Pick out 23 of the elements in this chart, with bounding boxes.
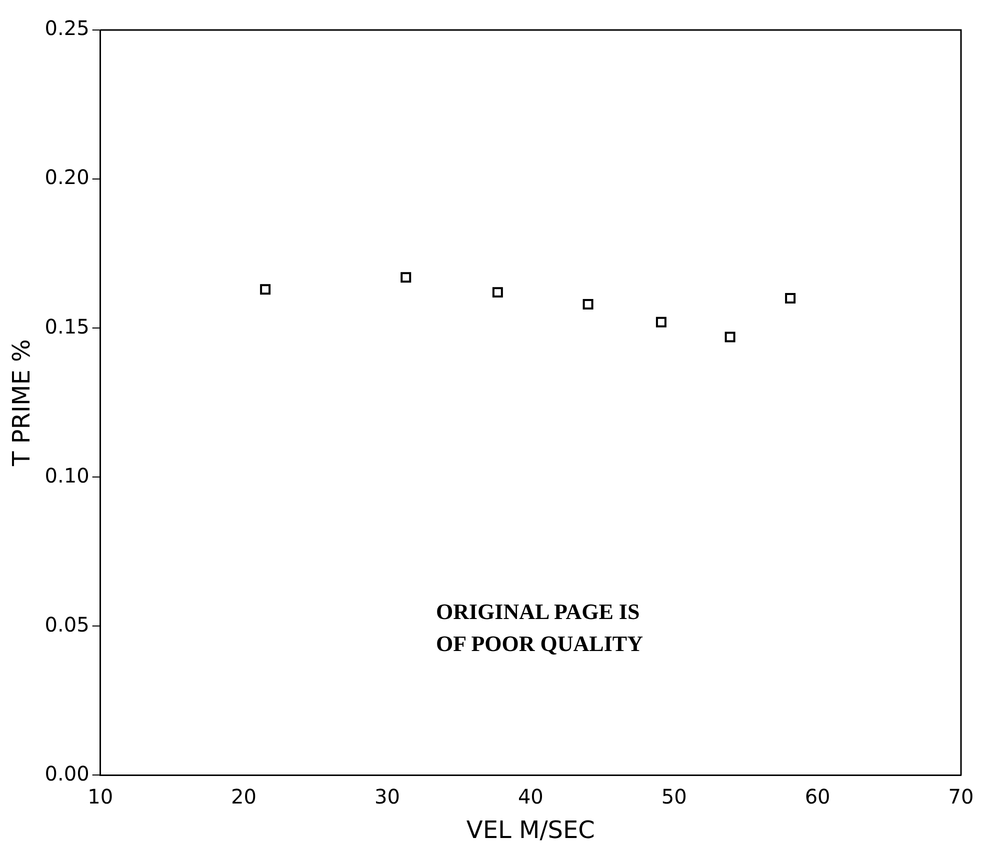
point: [656, 316, 666, 328]
point: [260, 284, 271, 295]
y-tick-label: 0.10: [44, 463, 90, 488]
point: [400, 272, 412, 283]
y-tick-label: 0.00: [44, 761, 90, 786]
y-tick-label: 0.20: [44, 165, 90, 190]
y-tick-label: 0.15: [44, 314, 90, 338]
x-tick-label: 50: [661, 784, 687, 808]
y-axis-title: T PRIME %: [8, 339, 36, 468]
x-tick-label: 40: [518, 784, 544, 808]
x-tick-label: 30: [374, 784, 400, 808]
annotation: ORIGINAL PAGE IS OF POOR QUALITY: [436, 598, 643, 658]
x-tick-label: 70: [948, 784, 974, 808]
point: [492, 287, 503, 298]
x-tick-label: 10: [88, 784, 114, 808]
x-tick-label: 60: [804, 784, 830, 808]
point: [724, 332, 736, 342]
point: [785, 293, 796, 304]
y-tick-label: 0.05: [44, 612, 90, 636]
x-tick-label: 20: [231, 784, 257, 808]
y-tick-label: 0.25: [44, 16, 90, 40]
x-axis-title: VEL M/SEC: [466, 816, 595, 844]
point: [582, 298, 594, 310]
